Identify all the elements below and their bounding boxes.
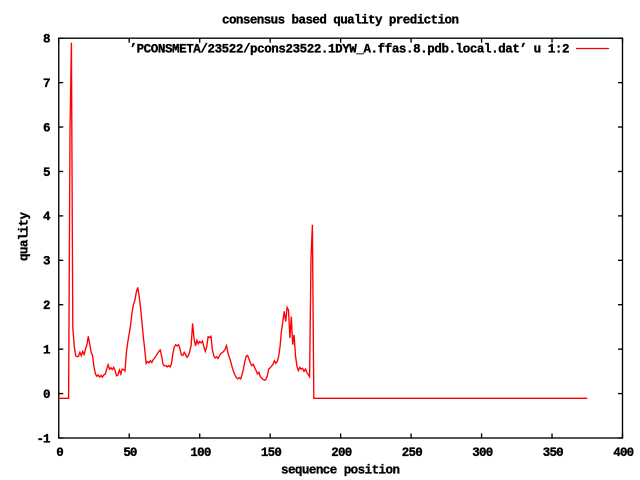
svg-text:1: 1 bbox=[43, 344, 51, 358]
svg-text:300: 300 bbox=[472, 446, 493, 460]
svg-text:150: 150 bbox=[261, 446, 282, 460]
svg-text:’PCONSMETA/23522/pcons23522.1D: ’PCONSMETA/23522/pcons23522.1DYW_A.ffas.… bbox=[130, 43, 570, 57]
svg-text:0: 0 bbox=[56, 446, 64, 460]
svg-text:400: 400 bbox=[613, 446, 634, 460]
svg-text:5: 5 bbox=[43, 166, 51, 180]
svg-text:4: 4 bbox=[43, 210, 51, 224]
svg-text:sequence position: sequence position bbox=[281, 464, 400, 478]
svg-text:-1: -1 bbox=[37, 432, 51, 446]
svg-text:8: 8 bbox=[43, 33, 51, 47]
svg-text:2: 2 bbox=[43, 299, 51, 313]
svg-text:consensus based quality predic: consensus based quality prediction bbox=[222, 14, 459, 28]
svg-text:7: 7 bbox=[43, 77, 51, 91]
svg-text:50: 50 bbox=[123, 446, 137, 460]
svg-text:250: 250 bbox=[402, 446, 423, 460]
svg-text:0: 0 bbox=[43, 388, 51, 402]
svg-text:200: 200 bbox=[331, 446, 352, 460]
svg-text:100: 100 bbox=[190, 446, 211, 460]
svg-text:quality: quality bbox=[18, 212, 32, 261]
svg-text:350: 350 bbox=[543, 446, 564, 460]
svg-text:3: 3 bbox=[43, 255, 51, 269]
svg-text:6: 6 bbox=[43, 121, 51, 135]
